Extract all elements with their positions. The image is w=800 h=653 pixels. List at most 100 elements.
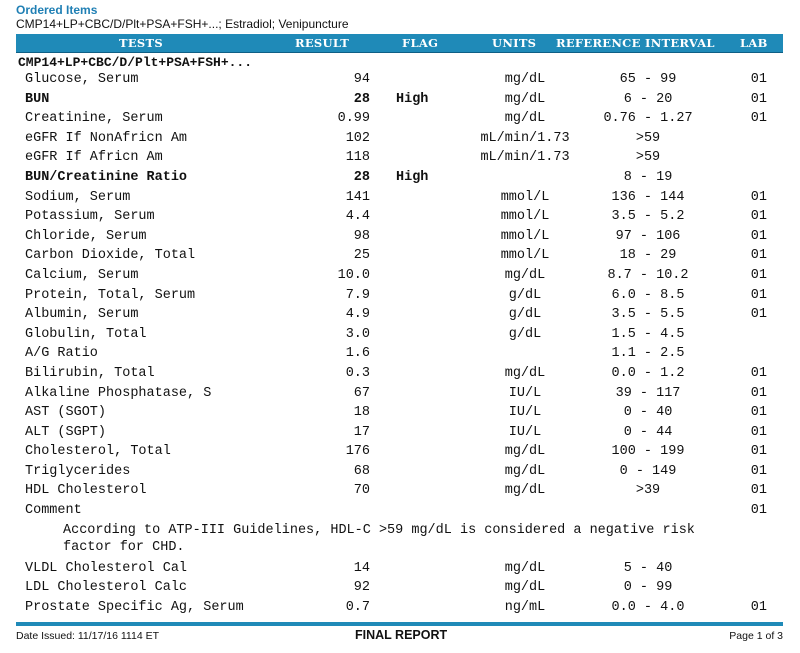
result-value: 3.0 — [345, 326, 370, 342]
table-row: eGFR If Africn Am 118 mL/min/1.73 >59 — [0, 150, 800, 170]
units-value: IU/L — [508, 405, 542, 421]
lab-code: 01 — [750, 483, 767, 499]
units-value: g/dL — [508, 307, 542, 323]
units-value: mg/dL — [504, 365, 546, 381]
result-value: 176 — [345, 444, 370, 460]
lab-code: 01 — [750, 111, 767, 127]
units-value: mmol/L — [500, 248, 550, 264]
flag-value: High — [396, 169, 429, 185]
table-row: AST (SGOT) 18 IU/L 0 - 40 01 — [0, 405, 800, 425]
result-value: 70 — [353, 483, 370, 499]
test-name: BUN/Creatinine Ratio — [25, 169, 188, 185]
reference-interval-value: 3.5 - 5.2 — [611, 209, 685, 225]
reference-interval-value: 97 - 106 — [615, 228, 681, 244]
flag-value: High — [396, 91, 429, 107]
result-value: 0.3 — [345, 365, 370, 381]
test-name: Sodium, Serum — [25, 189, 131, 205]
lab-code: 01 — [750, 365, 767, 381]
reference-interval-value: >39 — [635, 483, 661, 499]
lab-code: 01 — [750, 307, 767, 323]
table-row: Calcium, Serum 10.0 mg/dL 8.7 - 10.2 01 — [0, 268, 800, 288]
reference-interval-value: 0 - 40 — [623, 405, 673, 421]
ordered-items-list: CMP14+LP+CBC/D/Plt+PSA+FSH+...; Estradio… — [16, 17, 349, 31]
table-row: VLDL Cholesterol Cal 14 mg/dL 5 - 40 — [0, 561, 800, 581]
report-status: FINAL REPORT — [355, 628, 448, 642]
units-value: ng/mL — [504, 599, 546, 615]
result-value: 141 — [345, 189, 370, 205]
reference-interval-value: 8.7 - 10.2 — [607, 267, 689, 283]
reference-interval-value: 8 - 19 — [623, 169, 673, 185]
column-lab: LAB — [740, 36, 768, 50]
lab-code: 01 — [750, 228, 767, 244]
test-name: eGFR If Africn Am — [25, 150, 163, 166]
date-issued: Date Issued: 11/17/16 1114 ET — [16, 630, 160, 642]
result-value: 14 — [353, 560, 370, 576]
test-name: Globulin, Total — [25, 326, 147, 342]
results-table-body: Glucose, Serum 94 mg/dL 65 - 99 01 BUN 28 High m… — [0, 72, 800, 619]
test-name: VLDL Cholesterol Cal — [25, 560, 188, 576]
test-name: LDL Cholesterol Calc — [25, 580, 188, 596]
reference-interval-value: 0 - 99 — [623, 580, 673, 596]
test-name: AST (SGOT) — [25, 405, 107, 421]
reference-interval-value: 65 - 99 — [619, 72, 677, 87]
units-value: IU/L — [508, 424, 542, 440]
table-row: HDL Cholesterol 70 mg/dL >39 01 — [0, 483, 800, 503]
test-name: BUN — [25, 91, 50, 107]
table-row: ALT (SGPT) 17 IU/L 0 - 44 01 — [0, 425, 800, 445]
units-value: mg/dL — [504, 72, 546, 87]
reference-interval-value: >59 — [635, 150, 661, 166]
lab-code: 01 — [750, 405, 767, 421]
result-value: 1.6 — [345, 346, 370, 362]
table-row: Prostate Specific Ag, Serum 0.7 ng/mL 0.0 -… — [0, 600, 800, 620]
lab-code: 01 — [750, 424, 767, 440]
table-row: Creatinine, Serum 0.99 mg/dL 0.76 - 1.27 01 — [0, 111, 800, 131]
units-value: mmol/L — [500, 189, 550, 205]
test-name: Comment — [25, 503, 82, 519]
result-value: 98 — [353, 228, 370, 244]
lab-code: 01 — [750, 72, 767, 87]
result-value: 28 — [353, 91, 370, 107]
reference-interval-value: 39 - 117 — [615, 385, 681, 401]
result-value: 68 — [353, 463, 370, 479]
reference-interval-value: 0.0 - 1.2 — [611, 365, 685, 381]
test-name: eGFR If NonAfricn Am — [25, 130, 188, 146]
result-value: 25 — [353, 248, 370, 264]
reference-interval-value: 1.1 - 2.5 — [611, 346, 685, 362]
test-name: Prostate Specific Ag, Serum — [25, 599, 244, 615]
test-name: Creatinine, Serum — [25, 111, 163, 127]
table-row: Potassium, Serum 4.4 mmol/L 3.5 - 5.2 01 — [0, 209, 800, 229]
test-name: A/G Ratio — [25, 346, 98, 362]
lab-code: 01 — [750, 248, 767, 264]
units-value: mL/min/1.73 — [480, 130, 570, 146]
comment-block: According to ATP-III Guidelines, HDL-C >… — [0, 523, 800, 561]
result-value: 67 — [353, 385, 370, 401]
table-row: Chloride, Serum 98 mmol/L 97 - 106 01 — [0, 229, 800, 249]
table-row: Globulin, Total 3.0 g/dL 1.5 - 4.5 — [0, 327, 800, 347]
table-row: A/G Ratio 1.6 1.1 - 2.5 — [0, 346, 800, 366]
lab-code: 01 — [750, 444, 767, 460]
lab-code: 01 — [750, 267, 767, 283]
test-name: Carbon Dioxide, Total — [25, 248, 196, 264]
reference-interval-value: >59 — [635, 130, 661, 146]
test-name: Chloride, Serum — [25, 228, 147, 244]
result-value: 18 — [353, 405, 370, 421]
test-name: Calcium, Serum — [25, 267, 139, 283]
units-value: mg/dL — [504, 483, 546, 499]
table-row: Glucose, Serum 94 mg/dL 65 - 99 01 — [0, 72, 800, 92]
panel-group-label: CMP14+LP+CBC/D/Plt+PSA+FSH+... — [18, 55, 253, 70]
column-flag: FLAG — [402, 36, 439, 50]
table-row: BUN 28 High mg/dL 6 - 20 01 — [0, 92, 800, 112]
reference-interval-value: 1.5 - 4.5 — [611, 326, 685, 342]
ordered-items-title: Ordered Items — [16, 3, 98, 17]
result-value: 0.7 — [345, 599, 370, 615]
reference-interval-value: 6 - 20 — [623, 91, 673, 107]
units-value: mg/dL — [504, 560, 546, 576]
lab-code: 01 — [750, 463, 767, 479]
reference-interval-value: 6.0 - 8.5 — [611, 287, 685, 303]
table-row: Carbon Dioxide, Total 25 mmol/L 18 - 29 01 — [0, 248, 800, 268]
result-value: 10.0 — [337, 267, 370, 283]
units-value: IU/L — [508, 385, 542, 401]
column-reference-interval: REFERENCE INTERVAL — [556, 36, 715, 50]
reference-interval-value: 0.76 - 1.27 — [603, 111, 693, 127]
test-name: Albumin, Serum — [25, 307, 139, 323]
